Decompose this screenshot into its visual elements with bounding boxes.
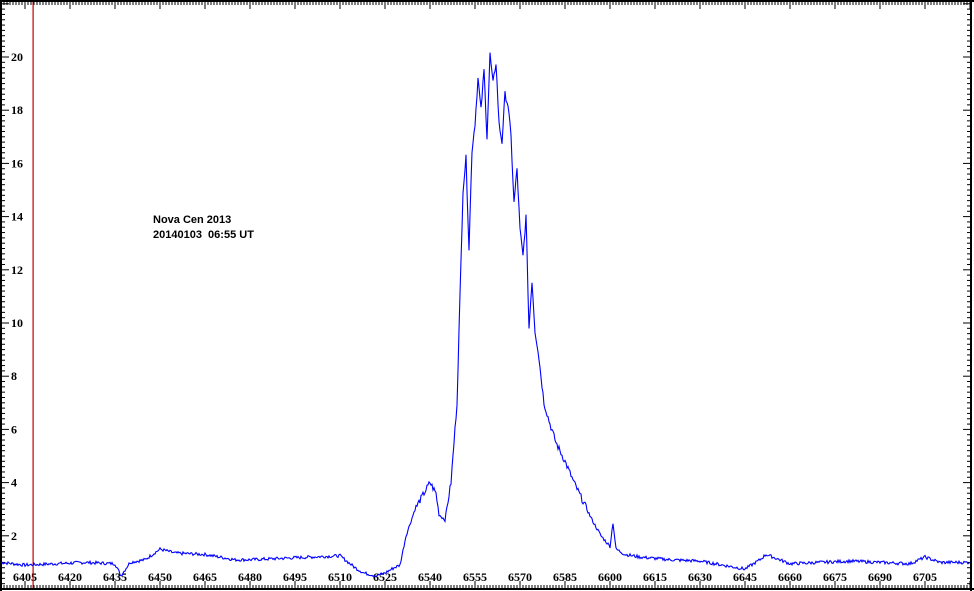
y-tick-label: 2: [11, 529, 17, 543]
x-tick-label: 6705: [913, 570, 937, 584]
y-tick-label: 18: [11, 103, 23, 117]
x-tick-label: 6525: [373, 570, 397, 584]
x-tick-label: 6540: [418, 570, 442, 584]
x-tick-label: 6615: [643, 570, 667, 584]
x-tick-label: 6600: [598, 570, 622, 584]
x-tick-label: 6570: [508, 570, 532, 584]
x-tick-label: 6435: [103, 570, 127, 584]
x-tick-label: 6510: [328, 570, 352, 584]
y-tick-label: 4: [11, 476, 17, 490]
x-tick-label: 6495: [283, 570, 307, 584]
annotation-title: Nova Cen 2013: [153, 214, 232, 226]
spectrum-line: [0, 52, 971, 578]
y-tick-label: 20: [11, 50, 23, 64]
y-tick-label: 6: [11, 422, 17, 436]
x-tick-label: 6420: [58, 570, 82, 584]
y-tick-label: 14: [11, 210, 23, 224]
y-tick-label: 8: [11, 369, 17, 383]
x-tick-label: 6450: [148, 570, 172, 584]
tick-labels: 6405 6420 6435 6450 6465 6480 6495 6510 6525 6540…: [11, 50, 937, 584]
y-tick-label: 10: [11, 316, 23, 330]
x-tick-label: 6645: [733, 570, 757, 584]
x-tick-label: 6585: [553, 570, 577, 584]
y-tick-label: 16: [11, 156, 23, 170]
chart-annotation: Nova Cen 2013 20140103 06:55 UT: [153, 213, 254, 243]
x-tick-label: 6660: [778, 570, 802, 584]
x-tick-label: 6405: [13, 570, 37, 584]
annotation-date: 20140103 06:55 UT: [153, 229, 254, 241]
y-tick-label: 12: [11, 263, 23, 277]
x-tick-label: 6675: [823, 570, 847, 584]
x-tick-label: 6465: [193, 570, 217, 584]
x-tick-label: 6480: [238, 570, 262, 584]
x-tick-label: 6555: [463, 570, 487, 584]
x-tick-label: 6630: [688, 570, 712, 584]
x-tick-label: 6690: [868, 570, 892, 584]
